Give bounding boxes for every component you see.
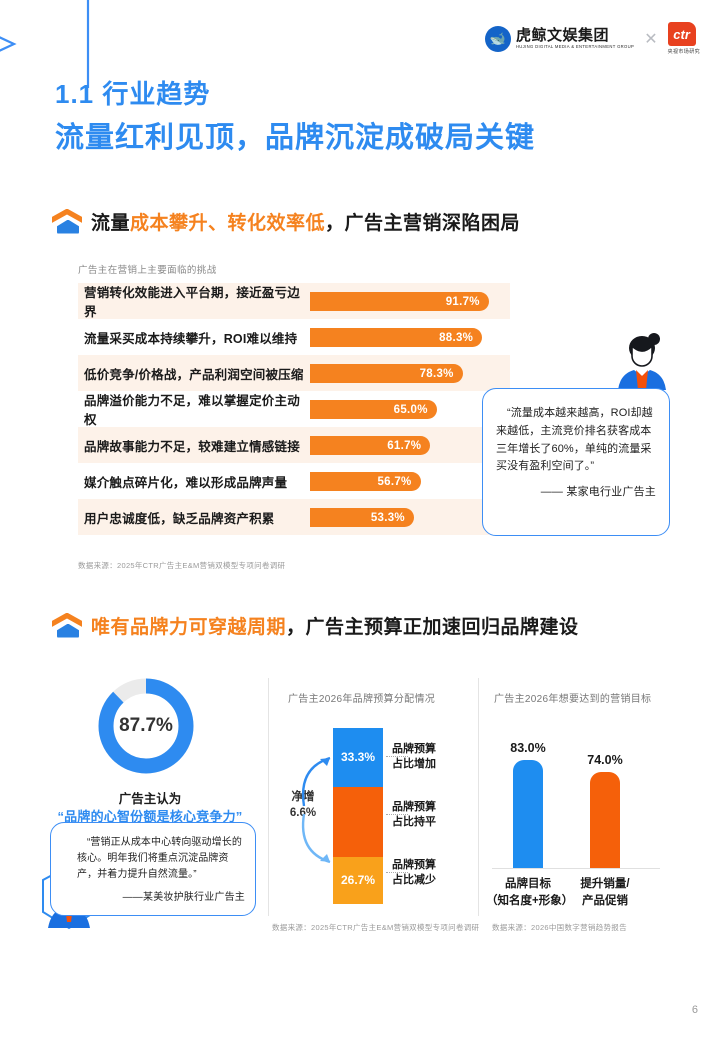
table-row: 低价竞争/价格战，产品利润空间被压缩 78.3% <box>78 355 510 391</box>
stack-segment: 26.7% <box>333 856 383 904</box>
bar: 91.7% <box>310 292 489 311</box>
budget-allocation-stacked-bar: 33.3% 26.7% <box>333 728 383 904</box>
bar-category-label: 用户忠诚度低，缺乏品牌资产积累 <box>84 511 275 526</box>
bar: 88.3% <box>310 328 483 347</box>
table-row: 营销转化效能进入平台期，接近盈亏边界 91.7% <box>78 283 510 319</box>
bar-value-label: 56.7% <box>377 475 412 488</box>
block1-heading: 流量成本攀升、转化效率低，广告主营销深陷困局 <box>52 208 520 235</box>
bar-value-label: 91.7% <box>445 295 480 308</box>
bar: 78.3% <box>310 364 463 383</box>
donut-value-label: 87.7% <box>119 715 173 736</box>
stack-legend-item: 品牌预算 占比持平 <box>392 801 436 828</box>
divider-1 <box>268 678 269 916</box>
whale-icon: 🐋 <box>484 25 511 52</box>
block2-heading-part2: ，广告主预算正加速回归品牌建设 <box>286 617 579 638</box>
table-row: 品牌溢价能力不足，难以掌握定价主动权 65.0% <box>78 391 510 427</box>
column-bar <box>590 771 620 868</box>
table-row: 媒介触点碎片化，难以形成品牌声量 56.7% <box>78 463 510 499</box>
bar-category-label: 营销转化效能进入平台期，接近盈亏边界 <box>84 286 300 319</box>
stack-legend-item: 品牌预算 占比增加 <box>392 743 436 770</box>
quote-card-2: “营销正从成本中心转向驱动增长的核心。明年我们将重点沉淀品牌资产，并着力提升自然… <box>50 822 256 916</box>
block1-heading-part3: ，广告主营销深陷困局 <box>325 213 521 234</box>
logo-hujing-cn: 虎鲸文娱集团 <box>515 27 609 45</box>
donut-caption-bottom: “品牌的心智份额是核心竞争力” <box>57 809 243 824</box>
bar-track: 91.7% <box>310 283 510 319</box>
leader-line <box>386 814 408 815</box>
advertiser-woman-avatar-icon <box>618 333 666 390</box>
section-number: 1.1 行业趋势 <box>55 79 211 109</box>
bar-value-label: 65.0% <box>393 403 428 416</box>
chart3-source: 数据来源：2025年CTR广告主E&M营销双模型专项问卷调研 <box>272 923 480 932</box>
ctr-mark: ctr <box>667 22 696 46</box>
bar-category-label: 品牌溢价能力不足，难以掌握定价主动权 <box>84 394 300 427</box>
stack-legend-item: 品牌预算 占比减少 <box>392 859 436 886</box>
bar-value-label: 88.3% <box>439 331 474 344</box>
x-axis-line <box>492 868 660 869</box>
column-bar <box>513 760 543 868</box>
stack-segment: 33.3% <box>333 728 383 787</box>
block2-heading: 唯有品牌力可穿越周期，广告主预算正加速回归品牌建设 <box>52 612 579 639</box>
leader-line <box>386 872 408 873</box>
bar-track: 61.7% <box>310 427 510 463</box>
column-value-label: 74.0% <box>587 752 623 767</box>
column-value-label: 83.0% <box>510 741 546 756</box>
chart1-subtitle: 广告主在营销上主要面临的挑战 <box>78 265 217 276</box>
net-increase-value: 6.6% <box>289 806 317 819</box>
bar-value-label: 78.3% <box>419 367 454 380</box>
bar-value-label: 61.7% <box>387 439 422 452</box>
bar-value-label: 53.3% <box>370 511 405 524</box>
quote-1-attribution: —— 某家电行业广告主 <box>540 486 656 499</box>
mindshare-donut-chart: 87.7% <box>96 676 196 776</box>
quote-2-attribution: ——某美妆护肤行业广告主 <box>122 892 245 903</box>
bar-category-label: 低价竞争/价格战，产品利润空间被压缩 <box>84 367 304 382</box>
bar-category-label: 流量采买成本持续攀升，ROI难以维持 <box>84 331 298 346</box>
table-row: 流量采买成本持续攀升，ROI难以维持 88.3% <box>78 319 510 355</box>
chart3-title: 广告主2026年品牌预算分配情况 <box>288 694 436 705</box>
block1-heading-part1: 流量 <box>91 213 131 234</box>
chart1-source: 数据来源：2025年CTR广告主E&M营销双模型专项问卷调研 <box>78 561 286 570</box>
table-row: 用户忠诚度低，缺乏品牌资产积累 53.3% <box>78 499 510 535</box>
leader-line <box>386 756 408 757</box>
corner-decoration-icon <box>0 0 90 88</box>
bar: 65.0% <box>310 400 437 419</box>
column-category-label: 品牌目标 （知名度+形象） <box>486 878 574 907</box>
logo-bar: 🐋 虎鲸文娱集团 HUJING DIGITAL MEDIA & ENTERTAI… <box>484 22 700 55</box>
chevron-badge-icon <box>52 208 82 235</box>
page-number: 6 <box>691 1004 698 1016</box>
logo-hujing-en: HUJING DIGITAL MEDIA & ENTERTAINMENT GRO… <box>515 43 635 49</box>
table-row: 品牌故事能力不足，较难建立情感链接 61.7% <box>78 427 510 463</box>
bar-category-label: 品牌故事能力不足，较难建立情感链接 <box>84 439 300 454</box>
donut-svg <box>98 678 194 774</box>
ctr-sub-label: 央视市场研究 <box>667 49 700 55</box>
quote-card-1: “流量成本越来越高，ROI却越来越低，主流竞价排名获客成本三年增长了60%，单纯… <box>482 388 670 536</box>
column-category-label: 提升销量/产品促销 <box>580 878 630 907</box>
quote-2-text: “营销正从成本中心转向驱动增长的核心。明年我们将重点沉淀品牌资产，并着力提升自然… <box>77 837 242 880</box>
stack-segment <box>333 786 383 857</box>
quote-1-text: “流量成本越来越高，ROI却越来越低，主流竞价排名获客成本三年增长了60%，单纯… <box>496 407 653 473</box>
bar-track: 78.3% <box>310 355 510 391</box>
logo-ctr: ctr 央视市场研究 <box>667 22 700 55</box>
donut-caption-top: 广告主认为 <box>118 792 182 806</box>
bar-track: 53.3% <box>310 499 510 535</box>
logo-hujing: 🐋 虎鲸文娱集团 HUJING DIGITAL MEDIA & ENTERTAI… <box>484 25 635 52</box>
bar: 56.7% <box>310 472 421 491</box>
chevron-badge-icon-2 <box>52 612 82 639</box>
bar: 61.7% <box>310 436 431 455</box>
bar-category-label: 媒介触点碎片化，难以形成品牌声量 <box>84 475 288 490</box>
page-title: 流量红利见顶，品牌沉淀成破局关键 <box>55 122 536 154</box>
net-increase-arrows-icon <box>301 756 331 864</box>
bar-track: 56.7% <box>310 463 510 499</box>
chart4-source: 数据来源：2026中国数字营销趋势报告 <box>492 923 627 932</box>
bar-track: 65.0% <box>310 391 510 427</box>
logo-separator-icon: ✕ <box>644 30 658 48</box>
divider-2 <box>478 678 479 916</box>
block1-heading-part2: 成本攀升、转化效率低 <box>130 213 326 234</box>
challenges-bar-chart: 营销转化效能进入平台期，接近盈亏边界 91.7% 流量采买成本持续攀升，ROI难以维… <box>78 283 510 535</box>
bar: 53.3% <box>310 508 414 527</box>
block2-heading-part1: 唯有品牌力可穿越周期 <box>91 617 287 638</box>
bar-track: 88.3% <box>310 319 510 355</box>
chart4-title: 广告主2026年想要达到的营销目标 <box>494 694 652 705</box>
